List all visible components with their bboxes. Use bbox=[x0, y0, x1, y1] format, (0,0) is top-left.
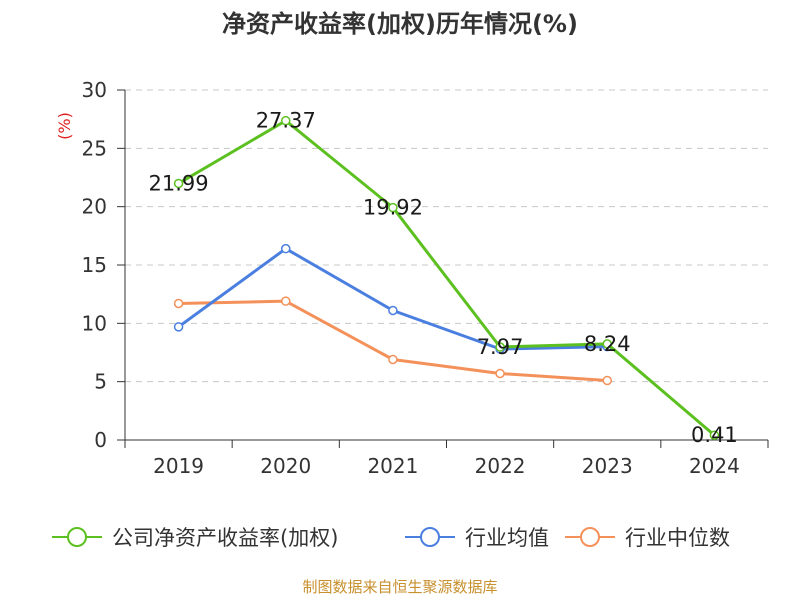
y-tick-label: 25 bbox=[82, 136, 107, 160]
legend-item-1[interactable]: 行业均值 bbox=[405, 526, 549, 550]
grid-layer bbox=[125, 89, 768, 383]
series-point-0[interactable] bbox=[709, 430, 720, 440]
legend-item-2[interactable]: 行业中位数 bbox=[565, 526, 730, 550]
x-tick-label: 2021 bbox=[367, 454, 418, 478]
y-tick-label: 15 bbox=[82, 253, 107, 277]
series-point-0[interactable] bbox=[495, 342, 505, 352]
legend-swatch-marker bbox=[580, 527, 600, 547]
y-axis-unit-label: (%) bbox=[55, 112, 74, 140]
series-point-0[interactable] bbox=[602, 339, 612, 349]
data-label: 7.97 bbox=[477, 335, 524, 359]
y-tick-label: 5 bbox=[94, 370, 107, 394]
data-label-layer: 21.99 27.37 19.92 7.97 8.24 0.41 bbox=[149, 109, 738, 448]
legend[interactable]: 公司净资产收益率(加权) 行业均值 行业中位数 bbox=[52, 526, 730, 550]
chart-title: 净资产收益率(加权)历年情况(%) bbox=[222, 10, 578, 38]
series-point-1[interactable] bbox=[173, 322, 184, 332]
source-note: 制图数据来自恒生聚源数据库 bbox=[302, 578, 497, 596]
series-point-2[interactable] bbox=[173, 298, 184, 309]
legend-label: 公司净资产收益率(加权) bbox=[112, 526, 338, 550]
y-tick-label: 0 bbox=[94, 428, 107, 452]
legend-label: 行业中位数 bbox=[625, 526, 730, 550]
series-layer bbox=[173, 115, 720, 440]
series-point-2[interactable] bbox=[495, 368, 505, 379]
data-label: 19.92 bbox=[363, 196, 423, 220]
axis-layer: 0 5 10 15 20 25 30 2019 2020 2021 2022 2023 2024 bbox=[82, 78, 769, 478]
series-point-2[interactable] bbox=[281, 296, 291, 306]
data-label: 8.24 bbox=[584, 332, 631, 356]
data-label: 27.37 bbox=[256, 109, 316, 133]
data-label: 0.41 bbox=[691, 423, 738, 447]
x-tick-label: 2020 bbox=[260, 454, 311, 478]
series-point-1[interactable] bbox=[388, 305, 398, 316]
legend-swatch-marker bbox=[420, 527, 440, 547]
x-tick-label: 2019 bbox=[153, 454, 204, 478]
series-point-0[interactable] bbox=[388, 202, 398, 213]
legend-item-0[interactable]: 公司净资产收益率(加权) bbox=[52, 526, 338, 550]
legend-swatch-marker bbox=[67, 527, 87, 547]
series-line-1 bbox=[177, 247, 608, 351]
series-point-2[interactable] bbox=[388, 354, 398, 365]
data-label: 21.99 bbox=[149, 171, 209, 195]
x-tick-label: 2024 bbox=[689, 454, 740, 478]
series-line-0 bbox=[177, 119, 716, 437]
series-point-2[interactable] bbox=[602, 375, 612, 386]
x-tick-label: 2023 bbox=[582, 454, 633, 478]
y-tick-label: 10 bbox=[82, 311, 107, 335]
x-tick-label: 2022 bbox=[475, 454, 526, 478]
series-point-0[interactable] bbox=[281, 115, 291, 126]
y-tick-label: 20 bbox=[82, 195, 107, 219]
series-point-0[interactable] bbox=[173, 178, 184, 189]
y-tick-label: 30 bbox=[82, 78, 107, 102]
series-point-1[interactable] bbox=[281, 243, 291, 254]
legend-label: 行业均值 bbox=[465, 526, 549, 550]
